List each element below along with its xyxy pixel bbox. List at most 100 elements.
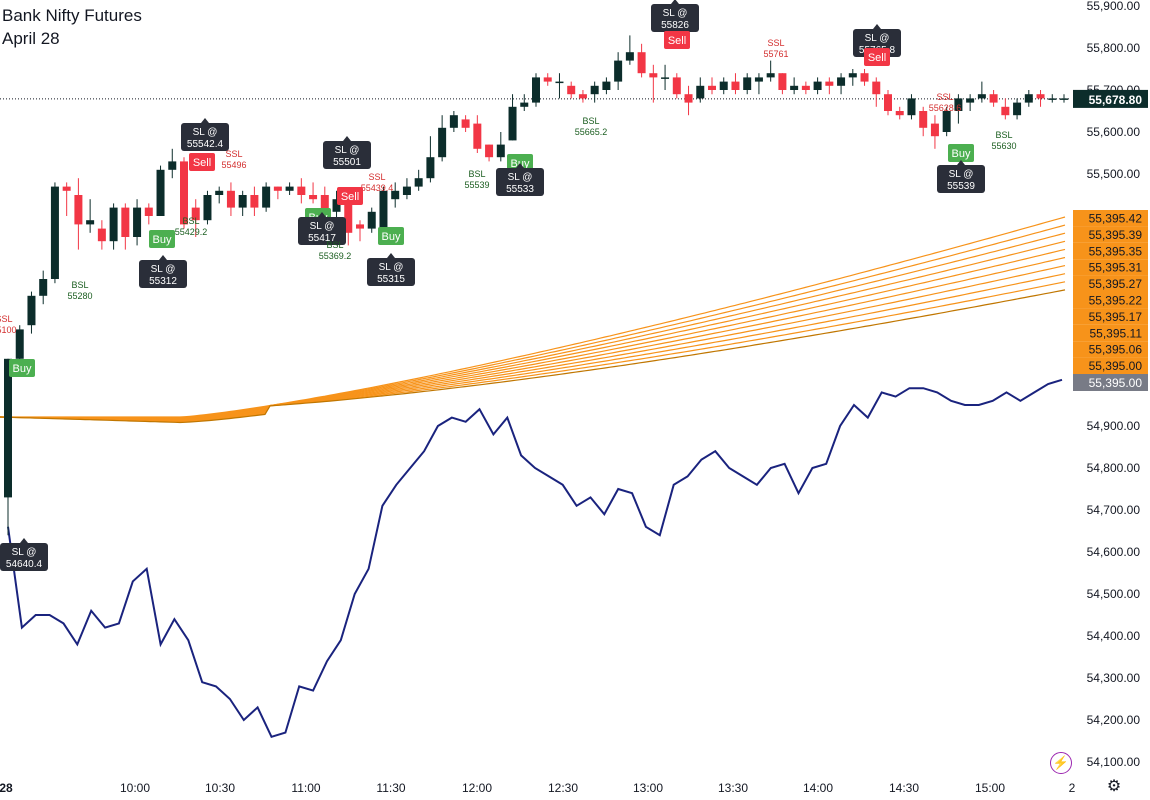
candle-body (238, 195, 247, 208)
candle-body (602, 81, 611, 90)
ssl-value: 55628.6 (929, 103, 962, 113)
x-tick-label: 14:00 (803, 781, 833, 795)
candle-body (15, 329, 24, 359)
candle-body (696, 85, 705, 99)
symbol-name: Bank Nifty Futures (2, 6, 142, 25)
ribbon-line (0, 224, 1066, 419)
candle-body (555, 81, 564, 84)
x-tick-label: 12:30 (548, 781, 578, 795)
y-tick-label: 55,500.00 (1087, 167, 1141, 181)
candle-body (754, 77, 763, 82)
stop-loss-text: SL @ (379, 262, 404, 273)
candle-body (837, 77, 846, 86)
candle-body (567, 85, 576, 95)
ribbon-label-box (1073, 259, 1148, 276)
buy-text: Buy (13, 363, 32, 375)
ribbon-label-box (1073, 341, 1148, 358)
sell-text: Sell (193, 157, 211, 169)
ribbon-label-box (1073, 226, 1148, 243)
bsl-value: 55429.2 (175, 227, 208, 237)
ribbon-label-text: 55,395.06 (1089, 343, 1143, 357)
ribbon-label-text: 55,395.17 (1089, 310, 1143, 324)
candle-body (848, 73, 857, 78)
ribbon-label-box (1073, 324, 1148, 342)
stop-loss-text: SL @ (663, 8, 688, 19)
candle-body (62, 186, 71, 191)
candle-body (144, 207, 153, 216)
signals: SL @54640.4BuySSL55100BSL55280SL @55312B… (0, 0, 1017, 571)
candle-body (414, 178, 423, 187)
stop-loss-text: SL @ (193, 127, 218, 138)
candle-body (860, 73, 869, 82)
candle-body (989, 94, 998, 103)
candle-body (1001, 106, 1010, 116)
stop-loss-text: SL @ (12, 547, 37, 558)
candle-body (930, 123, 939, 137)
ribbon-label-box (1073, 357, 1148, 374)
candle-body (743, 77, 752, 90)
bsl-text: BSL (995, 130, 1012, 140)
ssl-text: SSL (225, 149, 242, 159)
ribbon-label-box (1073, 292, 1148, 309)
candle-body (168, 161, 177, 170)
bsl-value: 55280 (67, 291, 92, 301)
y-tick-label: 54,100.00 (1087, 755, 1141, 769)
stop-loss-value: 55312 (149, 276, 177, 287)
bsl-text: BSL (468, 169, 485, 179)
candle-body (485, 144, 494, 158)
candle-body (285, 186, 294, 191)
candle-body (1024, 94, 1033, 103)
candle-body (74, 195, 83, 225)
candle-body (332, 199, 341, 212)
y-tick-label: 55,900.00 (1087, 0, 1141, 13)
bsl-value: 55630 (991, 141, 1016, 151)
y-tick-label: 54,200.00 (1087, 713, 1141, 727)
stop-loss-text: SL @ (335, 145, 360, 156)
bsl-text: BSL (71, 280, 88, 290)
y-tick-label: 55,800.00 (1087, 41, 1141, 55)
candle-body (1060, 98, 1068, 100)
ribbon-line (0, 281, 1066, 423)
ribbon-label-text: 55,395.39 (1089, 228, 1143, 242)
candle-body (719, 81, 728, 90)
candle-body (778, 73, 787, 90)
stop-loss-label: SL @55542.4 (181, 118, 229, 151)
x-tick-label: 11:30 (376, 781, 405, 795)
gear-icon[interactable]: ⚙ (1106, 778, 1122, 795)
candle-body (825, 81, 834, 86)
candle-body (426, 157, 435, 179)
sell-signal: Sell (664, 31, 690, 49)
stop-loss-label: SL @55539 (937, 160, 985, 193)
chart-date: April 28 (2, 29, 60, 48)
ema-ribbon (0, 216, 1066, 424)
candle-body (320, 195, 329, 221)
candle-body (473, 123, 482, 149)
ribbon-label-text: 55,395.00 (1089, 359, 1143, 373)
candle-body (109, 207, 118, 242)
candle-body (97, 228, 106, 242)
x-tick-label: 14:30 (889, 781, 919, 795)
stop-loss-value: 55417 (308, 233, 336, 244)
candle-body (180, 161, 188, 225)
last-price-text: 55,678.80 (1089, 93, 1143, 107)
candle-body (942, 111, 951, 132)
candle-body (872, 81, 881, 95)
ribbon-label-text: 55,395.11 (1090, 326, 1143, 340)
candle-body (39, 279, 48, 296)
ssl-value: 55496 (221, 160, 246, 170)
lightning-icon[interactable]: ⚡ (1050, 752, 1072, 774)
last-price-box (1073, 89, 1148, 108)
x-tick-label: 2 (1069, 781, 1076, 795)
candle-body (907, 98, 916, 116)
y-tick-label: 54,700.00 (1087, 503, 1141, 517)
x-tick-label: 10:00 (120, 781, 150, 795)
ssl-text: SSL (767, 38, 784, 48)
candle-body (356, 224, 364, 229)
y-tick-label: 55,600.00 (1087, 125, 1141, 139)
candle-body (708, 85, 716, 90)
stop-loss-value: 55826 (661, 20, 689, 31)
x-tick-label: 12:00 (462, 781, 492, 795)
